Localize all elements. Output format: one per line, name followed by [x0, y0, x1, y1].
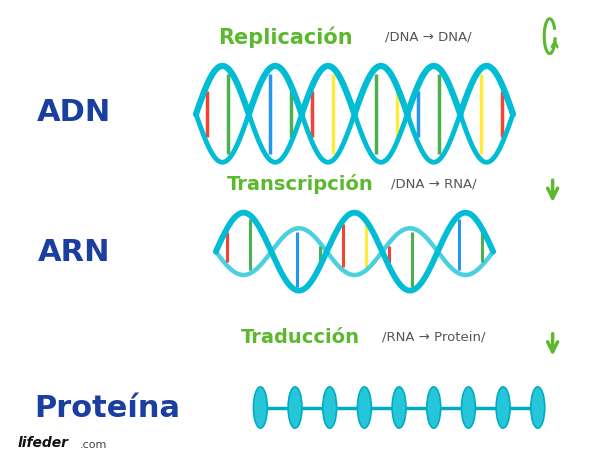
Text: .com: .com: [80, 439, 107, 449]
Ellipse shape: [392, 387, 406, 428]
Ellipse shape: [358, 387, 371, 428]
Ellipse shape: [253, 387, 268, 428]
Text: /DNA → RNA/: /DNA → RNA/: [391, 177, 476, 190]
Ellipse shape: [496, 387, 510, 428]
Ellipse shape: [461, 387, 475, 428]
Text: Replicación: Replicación: [218, 26, 352, 48]
Text: Proteína: Proteína: [34, 393, 180, 422]
Ellipse shape: [427, 387, 440, 428]
Text: Traducción: Traducción: [241, 327, 359, 346]
Text: /DNA → DNA/: /DNA → DNA/: [385, 31, 472, 44]
Text: lifeder: lifeder: [17, 435, 68, 449]
Text: ARN: ARN: [38, 238, 110, 267]
Text: ADN: ADN: [37, 98, 111, 127]
Ellipse shape: [323, 387, 337, 428]
Text: Transcripción: Transcripción: [227, 174, 373, 194]
Ellipse shape: [531, 387, 545, 428]
Ellipse shape: [288, 387, 302, 428]
Text: /RNA → Protein/: /RNA → Protein/: [382, 330, 485, 343]
